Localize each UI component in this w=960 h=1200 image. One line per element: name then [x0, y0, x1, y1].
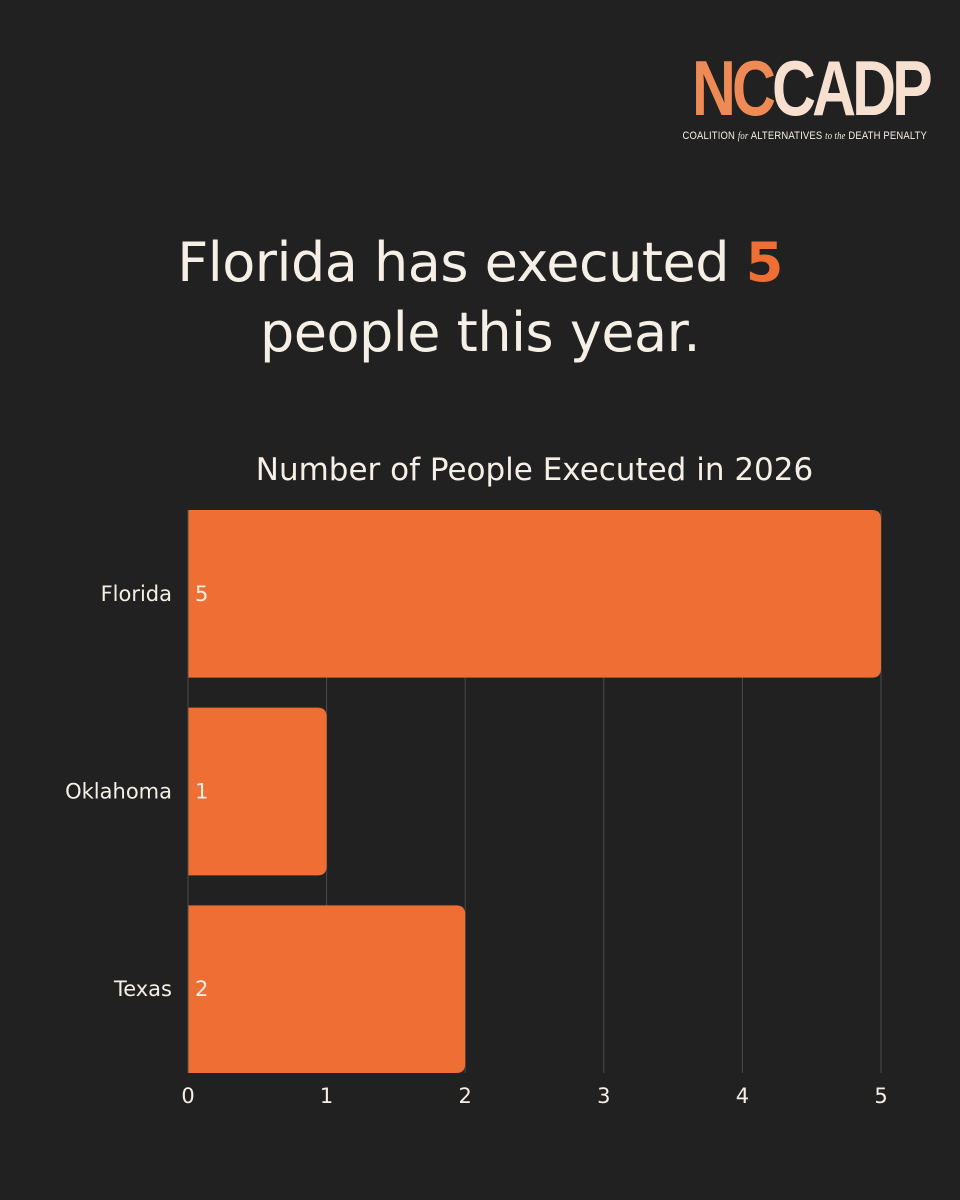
data-label: 2: [195, 977, 208, 1001]
bar-florida: [188, 510, 881, 678]
x-tick-label: 2: [459, 1084, 472, 1108]
category-label: Texas: [113, 977, 172, 1001]
x-tick-label: 4: [736, 1084, 749, 1108]
chart-title: Number of People Executed in 2026: [256, 452, 813, 488]
logo-wordmark: NCCADP: [691, 44, 933, 132]
bar-texas: [188, 905, 466, 1073]
category-label: Florida: [101, 582, 172, 606]
headline-line-1: Florida has executed 5: [177, 231, 784, 294]
headline-number: 5: [745, 231, 784, 294]
x-tick-label: 3: [597, 1084, 610, 1108]
logo-tagline: COALITION for ALTERNATIVES to the DEATH …: [682, 130, 927, 142]
headline: Florida has executed 5 people this year.: [0, 228, 960, 368]
x-tick-label: 0: [181, 1084, 194, 1108]
x-tick-label: 5: [874, 1084, 887, 1108]
category-label: Oklahoma: [65, 780, 172, 804]
data-label: 5: [195, 582, 208, 606]
data-label: 1: [195, 780, 208, 804]
headline-line-2: people this year.: [259, 301, 701, 364]
nccadp-logo: NCCADP COALITION for ALTERNATIVES to the…: [666, 44, 933, 142]
bar-oklahoma: [188, 707, 327, 876]
x-tick-label: 1: [320, 1084, 333, 1108]
